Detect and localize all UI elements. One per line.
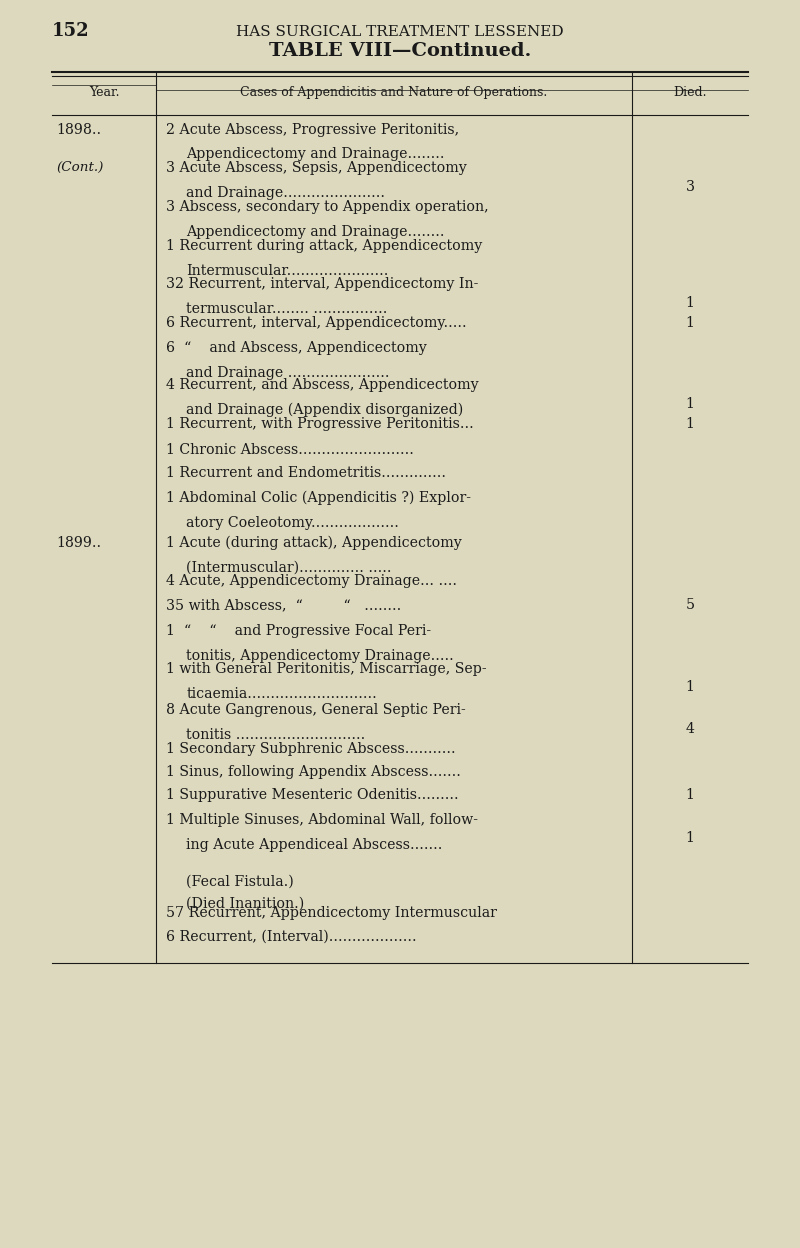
Text: 1899..: 1899..: [56, 535, 101, 549]
Text: 1 Acute (during attack), Appendicectomy: 1 Acute (during attack), Appendicectomy: [166, 535, 462, 549]
Text: 4 Acute, Appendicectomy Drainage... ....: 4 Acute, Appendicectomy Drainage... ....: [166, 574, 457, 588]
Text: 1 with General Peritonitis, Miscarriage, Sep-: 1 with General Peritonitis, Miscarriage,…: [166, 661, 486, 675]
Text: 8 Acute Gangrenous, General Septic Peri-: 8 Acute Gangrenous, General Septic Peri-: [166, 703, 466, 716]
Text: 1 Recurrent during attack, Appendicectomy: 1 Recurrent during attack, Appendicectom…: [166, 238, 482, 252]
Text: (Died Inanition.): (Died Inanition.): [186, 896, 305, 910]
Text: Appendicectomy and Drainage........: Appendicectomy and Drainage........: [186, 225, 445, 238]
Text: 1 Suppurative Mesenteric Odenitis.........: 1 Suppurative Mesenteric Odenitis.......…: [166, 787, 458, 801]
Text: 1: 1: [686, 397, 694, 411]
Text: HAS SURGICAL TREATMENT LESSENED: HAS SURGICAL TREATMENT LESSENED: [236, 25, 564, 39]
Text: TABLE VIII—Continued.: TABLE VIII—Continued.: [269, 42, 531, 60]
Text: 4 Recurrent, and Abscess, Appendicectomy: 4 Recurrent, and Abscess, Appendicectomy: [166, 378, 478, 392]
Text: 1: 1: [686, 680, 694, 694]
Text: 5: 5: [686, 598, 694, 612]
Text: 1 Secondary Subphrenic Abscess...........: 1 Secondary Subphrenic Abscess..........…: [166, 741, 455, 755]
Text: 6 Recurrent, (Interval)...................: 6 Recurrent, (Interval).................…: [166, 930, 416, 943]
Text: 1898..: 1898..: [56, 122, 101, 136]
Text: 1 Sinus, following Appendix Abscess.......: 1 Sinus, following Appendix Abscess.....…: [166, 765, 461, 779]
Text: (Intermuscular).............. .....: (Intermuscular).............. .....: [186, 560, 392, 574]
Text: and Drainage......................: and Drainage......................: [186, 186, 386, 200]
Text: 1: 1: [686, 417, 694, 431]
Text: 6 Recurrent, interval, Appendicectomy.....: 6 Recurrent, interval, Appendicectomy...…: [166, 316, 466, 329]
Text: Intermuscular......................: Intermuscular......................: [186, 263, 389, 277]
Text: atory Coeleotomy...................: atory Coeleotomy...................: [186, 515, 399, 529]
Text: and Drainage (Appendix disorganized): and Drainage (Appendix disorganized): [186, 403, 464, 417]
Text: 2 Acute Abscess, Progressive Peritonitis,: 2 Acute Abscess, Progressive Peritonitis…: [166, 122, 458, 136]
Text: (Cont.): (Cont.): [56, 161, 103, 173]
Text: Year.: Year.: [89, 86, 119, 99]
Text: 4: 4: [686, 721, 694, 735]
Text: 1: 1: [686, 831, 694, 845]
Text: 1 Chronic Abscess.........................: 1 Chronic Abscess.......................…: [166, 443, 414, 457]
Text: 1 Abdominal Colic (Appendicitis ?) Explor-: 1 Abdominal Colic (Appendicitis ?) Explo…: [166, 490, 470, 504]
Text: 1 Multiple Sinuses, Abdominal Wall, follow-: 1 Multiple Sinuses, Abdominal Wall, foll…: [166, 812, 478, 826]
Text: Appendicectomy and Drainage........: Appendicectomy and Drainage........: [186, 147, 445, 161]
Text: 35 with Abscess,  “         “   ........: 35 with Abscess, “ “ ........: [166, 598, 401, 612]
Text: 1: 1: [686, 787, 694, 801]
Text: Died.: Died.: [674, 86, 706, 99]
Text: and Drainage ......................: and Drainage ......................: [186, 366, 390, 379]
Text: 1 Recurrent and Endometritis..............: 1 Recurrent and Endometritis............…: [166, 466, 446, 479]
Text: tonitis, Appendicectomy Drainage.....: tonitis, Appendicectomy Drainage.....: [186, 649, 454, 663]
Text: (Fecal Fistula.): (Fecal Fistula.): [186, 875, 294, 889]
Text: ing Acute Appendiceal Abscess.......: ing Acute Appendiceal Abscess.......: [186, 837, 442, 851]
Text: 1 Recurrent, with Progressive Peritonitis...: 1 Recurrent, with Progressive Peritoniti…: [166, 417, 474, 431]
Text: 3: 3: [686, 180, 694, 193]
Text: 1: 1: [686, 316, 694, 329]
Text: Cases of Appendicitis and Nature of Operations.: Cases of Appendicitis and Nature of Oper…: [240, 86, 548, 99]
Text: termuscular........ ................: termuscular........ ................: [186, 302, 388, 316]
Text: tonitis ............................: tonitis ............................: [186, 728, 366, 741]
Text: 152: 152: [52, 22, 90, 40]
Text: 1  “    “    and Progressive Focal Peri-: 1 “ “ and Progressive Focal Peri-: [166, 624, 430, 638]
Text: ticaemia............................: ticaemia............................: [186, 686, 377, 700]
Text: 6  “    and Abscess, Appendicectomy: 6 “ and Abscess, Appendicectomy: [166, 341, 426, 354]
Text: 3 Acute Abscess, Sepsis, Appendicectomy: 3 Acute Abscess, Sepsis, Appendicectomy: [166, 161, 466, 175]
Text: 1: 1: [686, 296, 694, 310]
Text: 32 Recurrent, interval, Appendicectomy In-: 32 Recurrent, interval, Appendicectomy I…: [166, 277, 478, 291]
Text: 57 Recurrent, Appendicectomy Intermuscular: 57 Recurrent, Appendicectomy Intermuscul…: [166, 906, 497, 920]
Text: 3 Abscess, secondary to Appendix operation,: 3 Abscess, secondary to Appendix operati…: [166, 200, 488, 213]
